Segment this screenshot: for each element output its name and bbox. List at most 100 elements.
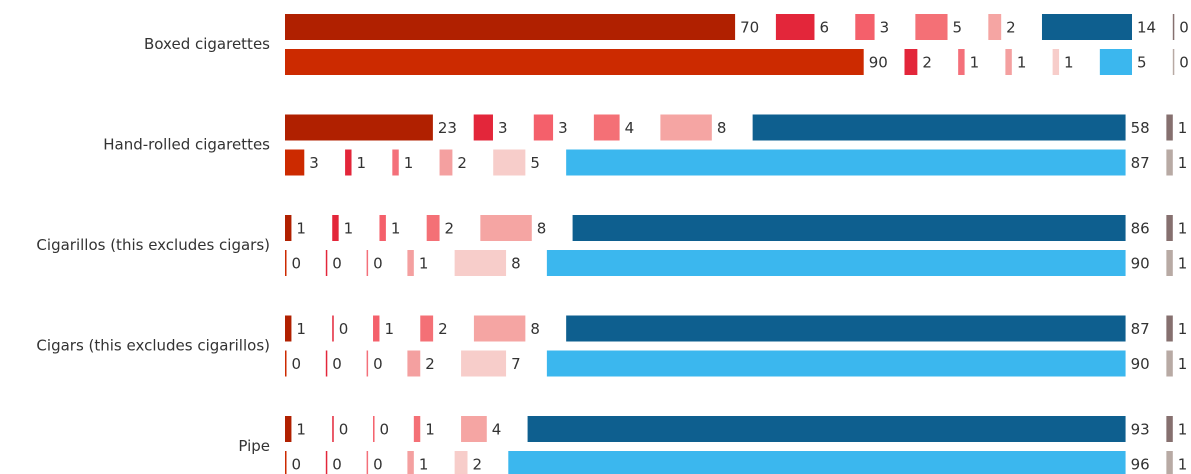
bar-segment	[533, 114, 554, 141]
bar-segment	[332, 215, 339, 241]
bar-segment	[1099, 49, 1132, 75]
value-label: 90	[869, 54, 888, 72]
bar-segment	[325, 350, 328, 377]
value-label: 2	[472, 456, 482, 474]
value-label: 0	[292, 255, 302, 273]
value-label: 3	[880, 19, 890, 37]
bar-segment	[508, 451, 1126, 474]
bar-segment	[373, 416, 375, 442]
bar-segment	[1172, 14, 1175, 40]
bar-segment	[285, 350, 287, 377]
value-label: 90	[1131, 355, 1150, 373]
value-label: 1	[419, 255, 429, 273]
category-label: Cigarillos (this excludes cigars)	[36, 236, 270, 254]
value-label: 1	[970, 54, 980, 72]
bar-segment	[1005, 49, 1012, 75]
bar-segment	[915, 14, 948, 40]
value-label: 8	[717, 119, 727, 137]
bar-segment	[660, 114, 712, 141]
bar-segment	[461, 416, 487, 442]
bar-segment	[285, 250, 287, 276]
value-label: 1	[1178, 119, 1188, 137]
value-label: 2	[1006, 19, 1016, 37]
bar-segment	[285, 114, 433, 141]
value-label: 2	[438, 320, 448, 338]
bar-segment	[473, 114, 493, 141]
bar-segment	[593, 114, 620, 141]
value-label: 8	[530, 320, 540, 338]
value-label: 1	[1178, 456, 1188, 474]
bar-segment	[285, 315, 292, 342]
bar-segment	[473, 315, 526, 342]
bar-segment	[454, 451, 468, 474]
value-label: 1	[1178, 220, 1188, 238]
value-label: 90	[1131, 255, 1150, 273]
bar-segment	[366, 350, 369, 377]
bar-segment	[461, 350, 507, 377]
value-label: 1	[384, 320, 394, 338]
value-label: 0	[339, 320, 349, 338]
bar-segment	[546, 250, 1126, 276]
value-label: 5	[530, 154, 540, 172]
value-label: 4	[492, 421, 502, 439]
value-label: 0	[380, 421, 390, 439]
bar-segment	[1166, 114, 1173, 141]
value-label: 1	[1178, 421, 1188, 439]
bar-segment	[454, 250, 507, 276]
bar-segment	[285, 451, 287, 474]
value-label: 0	[1179, 54, 1189, 72]
bar-segment	[527, 416, 1126, 442]
value-label: 1	[296, 220, 306, 238]
bar-segment	[407, 250, 414, 276]
value-label: 14	[1137, 19, 1156, 37]
bar-segment	[1166, 215, 1173, 241]
bar-segment	[332, 315, 334, 342]
value-label: 93	[1131, 421, 1150, 439]
value-label: 3	[309, 154, 319, 172]
bar-segment	[392, 149, 399, 176]
value-label: 1	[1178, 154, 1188, 172]
bar-segment	[566, 315, 1126, 342]
bar-segment	[1166, 451, 1173, 474]
bar-segment	[285, 14, 736, 40]
value-label: 6	[819, 19, 829, 37]
value-label: 0	[292, 355, 302, 373]
value-label: 8	[511, 255, 521, 273]
value-label: 1	[357, 154, 367, 172]
value-label: 1	[344, 220, 354, 238]
bar-segment	[413, 416, 421, 442]
value-label: 1	[391, 220, 401, 238]
bar-segment	[1166, 350, 1173, 377]
value-label: 0	[332, 255, 342, 273]
value-label: 4	[625, 119, 635, 137]
value-label: 8	[537, 220, 547, 238]
bar-segment	[1052, 49, 1060, 75]
value-label: 0	[332, 456, 342, 474]
bar-segment	[439, 149, 453, 176]
bar-segment	[373, 315, 380, 342]
value-label: 96	[1131, 456, 1150, 474]
bar-segment	[1166, 250, 1173, 276]
bar-segment	[345, 149, 352, 176]
bar-segment	[1166, 416, 1173, 442]
value-label: 1	[404, 154, 414, 172]
bar-segment	[407, 451, 414, 474]
value-label: 0	[373, 456, 383, 474]
value-label: 86	[1131, 220, 1150, 238]
value-label: 1	[296, 421, 306, 439]
bar-segment	[855, 14, 875, 40]
bar-segment	[546, 350, 1126, 377]
bar-segment	[904, 49, 918, 75]
bar-segment	[285, 215, 292, 241]
bar-segment	[325, 250, 328, 276]
category-label: Pipe	[238, 437, 270, 455]
bar-segment	[1172, 49, 1175, 75]
value-label: 2	[425, 355, 435, 373]
value-label: 0	[373, 255, 383, 273]
value-label: 7	[511, 355, 521, 373]
value-label: 58	[1131, 119, 1150, 137]
value-label: 1	[1178, 320, 1188, 338]
value-label: 1	[1178, 355, 1188, 373]
value-label: 2	[922, 54, 932, 72]
